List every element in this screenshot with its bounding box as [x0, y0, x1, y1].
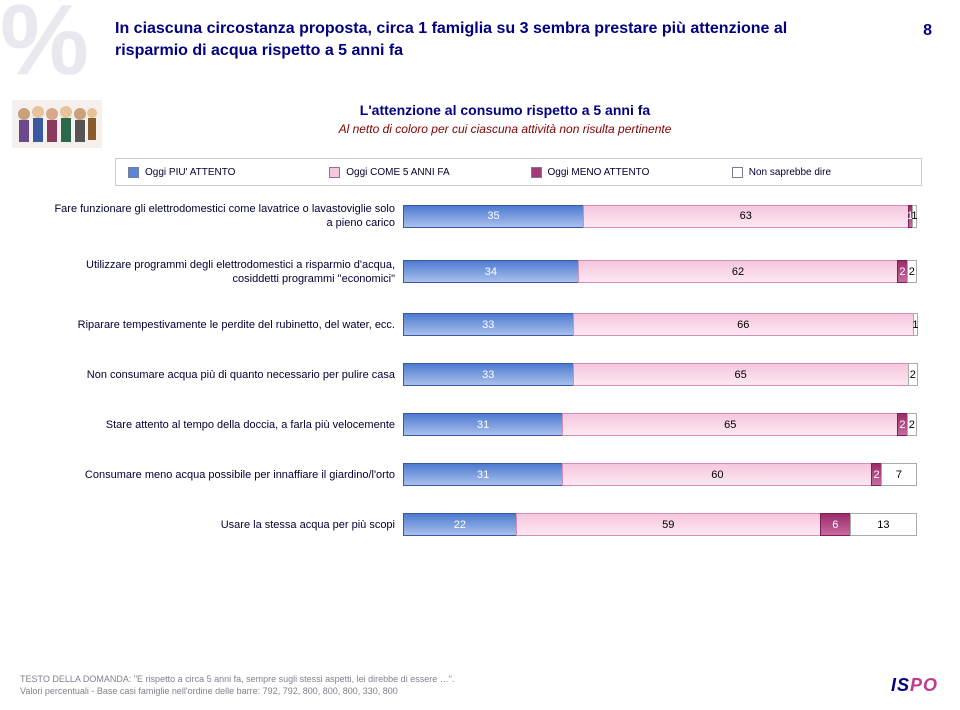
bar-wrap: 356311	[403, 205, 920, 228]
bar-segment: 6	[820, 513, 851, 536]
row-label: Consumare meno acqua possibile per innaf…	[50, 468, 403, 482]
bar-value: 31	[477, 469, 489, 481]
bar-segment: 65	[573, 363, 909, 386]
bar-value: 33	[482, 319, 494, 331]
bar-segment: 1	[912, 205, 917, 228]
bar-segment: 66	[573, 313, 914, 336]
slide-page: % In ciascuna circostanza proposta, circ…	[0, 0, 960, 710]
bar-segment: 34	[403, 260, 579, 283]
legend-item: Oggi MENO ATTENTO	[519, 167, 720, 178]
chart-row: Non consumare acqua più di quanto necess…	[50, 363, 920, 386]
bar-value: 2	[909, 419, 915, 431]
people-illustration-icon	[12, 100, 102, 148]
bar-wrap: 33 66 1	[403, 313, 920, 336]
legend-label: Oggi COME 5 ANNI FA	[346, 167, 449, 178]
bar-wrap: 31 65 22	[403, 413, 920, 436]
row-label: Stare attento al tempo della doccia, a f…	[50, 418, 403, 432]
legend-label: Non saprebbe dire	[749, 167, 831, 178]
bar-value: 2	[874, 469, 880, 481]
chart-row: Usare la stessa acqua per più scopi 22 59 6…	[50, 513, 920, 536]
legend-swatch	[329, 167, 340, 178]
bar-segment: 31	[403, 413, 563, 436]
legend-swatch	[732, 167, 743, 178]
bar-segment: 59	[516, 513, 821, 536]
bar-value: 6	[832, 519, 838, 531]
bar-segment: 7	[881, 463, 917, 486]
page-title: In ciascuna circostanza proposta, circa …	[115, 18, 805, 61]
bar-value: 34	[485, 266, 497, 278]
bar-value: 59	[662, 519, 674, 531]
footer-notes: TESTO DELLA DOMANDA: "E rispetto a circa…	[20, 673, 820, 698]
bar-value: 2	[899, 266, 905, 278]
bar-segment: 13	[850, 513, 917, 536]
bar-wrap: 34 62 22	[403, 260, 920, 283]
bar-value: 2	[899, 419, 905, 431]
bar-segment: 33	[403, 313, 574, 336]
subtitle: L'attenzione al consumo rispetto a 5 ann…	[115, 102, 895, 118]
bar-value: 2	[909, 266, 915, 278]
bar-segment: 2	[908, 363, 918, 386]
bar-value: 66	[737, 319, 749, 331]
ispo-logo: ISPO	[891, 675, 938, 696]
row-label: Usare la stessa acqua per più scopi	[50, 518, 403, 532]
chart-row: Fare funzionare gli elettrodomestici com…	[50, 202, 920, 231]
bar-value: 1	[911, 210, 917, 222]
bar-segment: 63	[583, 205, 909, 228]
bar-wrap: 31 60 2 7	[403, 463, 920, 486]
bar-value: 63	[740, 210, 752, 222]
legend-item: Non saprebbe dire	[720, 167, 921, 178]
bar-segment: 35	[403, 205, 584, 228]
bar-value: 35	[487, 210, 499, 222]
bar-segment: 2	[907, 260, 917, 283]
bar-segment: 22	[403, 513, 517, 536]
row-label: Riparare tempestivamente le perdite del …	[50, 318, 403, 332]
bar-value: 22	[454, 519, 466, 531]
legend-swatch	[531, 167, 542, 178]
bar-value: 65	[735, 369, 747, 381]
row-label: Utilizzare programmi degli elettrodomest…	[50, 258, 403, 287]
bar-segment: 33	[403, 363, 574, 386]
chart-row: Riparare tempestivamente le perdite del …	[50, 313, 920, 336]
legend-swatch	[128, 167, 139, 178]
row-label: Non consumare acqua più di quanto necess…	[50, 368, 403, 382]
legend-label: Oggi MENO ATTENTO	[548, 167, 650, 178]
bar-segment: 65	[562, 413, 898, 436]
bar-value: 33	[482, 369, 494, 381]
bar-segment: 31	[403, 463, 563, 486]
chart-row: Consumare meno acqua possibile per innaf…	[50, 463, 920, 486]
bar-wrap: 22 59 6 13	[403, 513, 920, 536]
legend-item: Oggi PIU' ATTENTO	[116, 167, 317, 178]
bar-value: 65	[724, 419, 736, 431]
bar-wrap: 33 65 2	[403, 363, 920, 386]
bar-value: 1	[912, 319, 918, 331]
chart-row: Utilizzare programmi degli elettrodomest…	[50, 258, 920, 287]
subnote: Al netto di coloro per cui ciascuna atti…	[115, 122, 895, 136]
bar-segment: 62	[578, 260, 899, 283]
bar-value: 2	[910, 369, 916, 381]
bar-segment: 1	[913, 313, 918, 336]
stacked-bar-chart: Fare funzionare gli elettrodomestici com…	[50, 202, 920, 563]
bar-value: 62	[732, 266, 744, 278]
legend-label: Oggi PIU' ATTENTO	[145, 167, 235, 178]
legend-item: Oggi COME 5 ANNI FA	[317, 167, 518, 178]
bar-value: 13	[877, 519, 889, 531]
footer-line-1: TESTO DELLA DOMANDA: "E rispetto a circa…	[20, 673, 820, 686]
bar-value: 60	[711, 469, 723, 481]
bar-segment: 60	[562, 463, 872, 486]
row-label: Fare funzionare gli elettrodomestici com…	[50, 202, 403, 231]
title-box: In ciascuna circostanza proposta, circa …	[115, 18, 805, 61]
page-number: 8	[923, 22, 932, 40]
footer-line-2: Valori percentuali - Base casi famiglie …	[20, 685, 820, 698]
bar-value: 31	[477, 419, 489, 431]
chart-row: Stare attento al tempo della doccia, a f…	[50, 413, 920, 436]
subtitle-box: L'attenzione al consumo rispetto a 5 ann…	[115, 102, 895, 136]
bar-segment: 2	[907, 413, 917, 436]
percent-watermark: %	[0, 0, 81, 80]
chart-legend: Oggi PIU' ATTENTO Oggi COME 5 ANNI FA Oggi…	[115, 158, 922, 186]
bar-value: 7	[896, 469, 902, 481]
